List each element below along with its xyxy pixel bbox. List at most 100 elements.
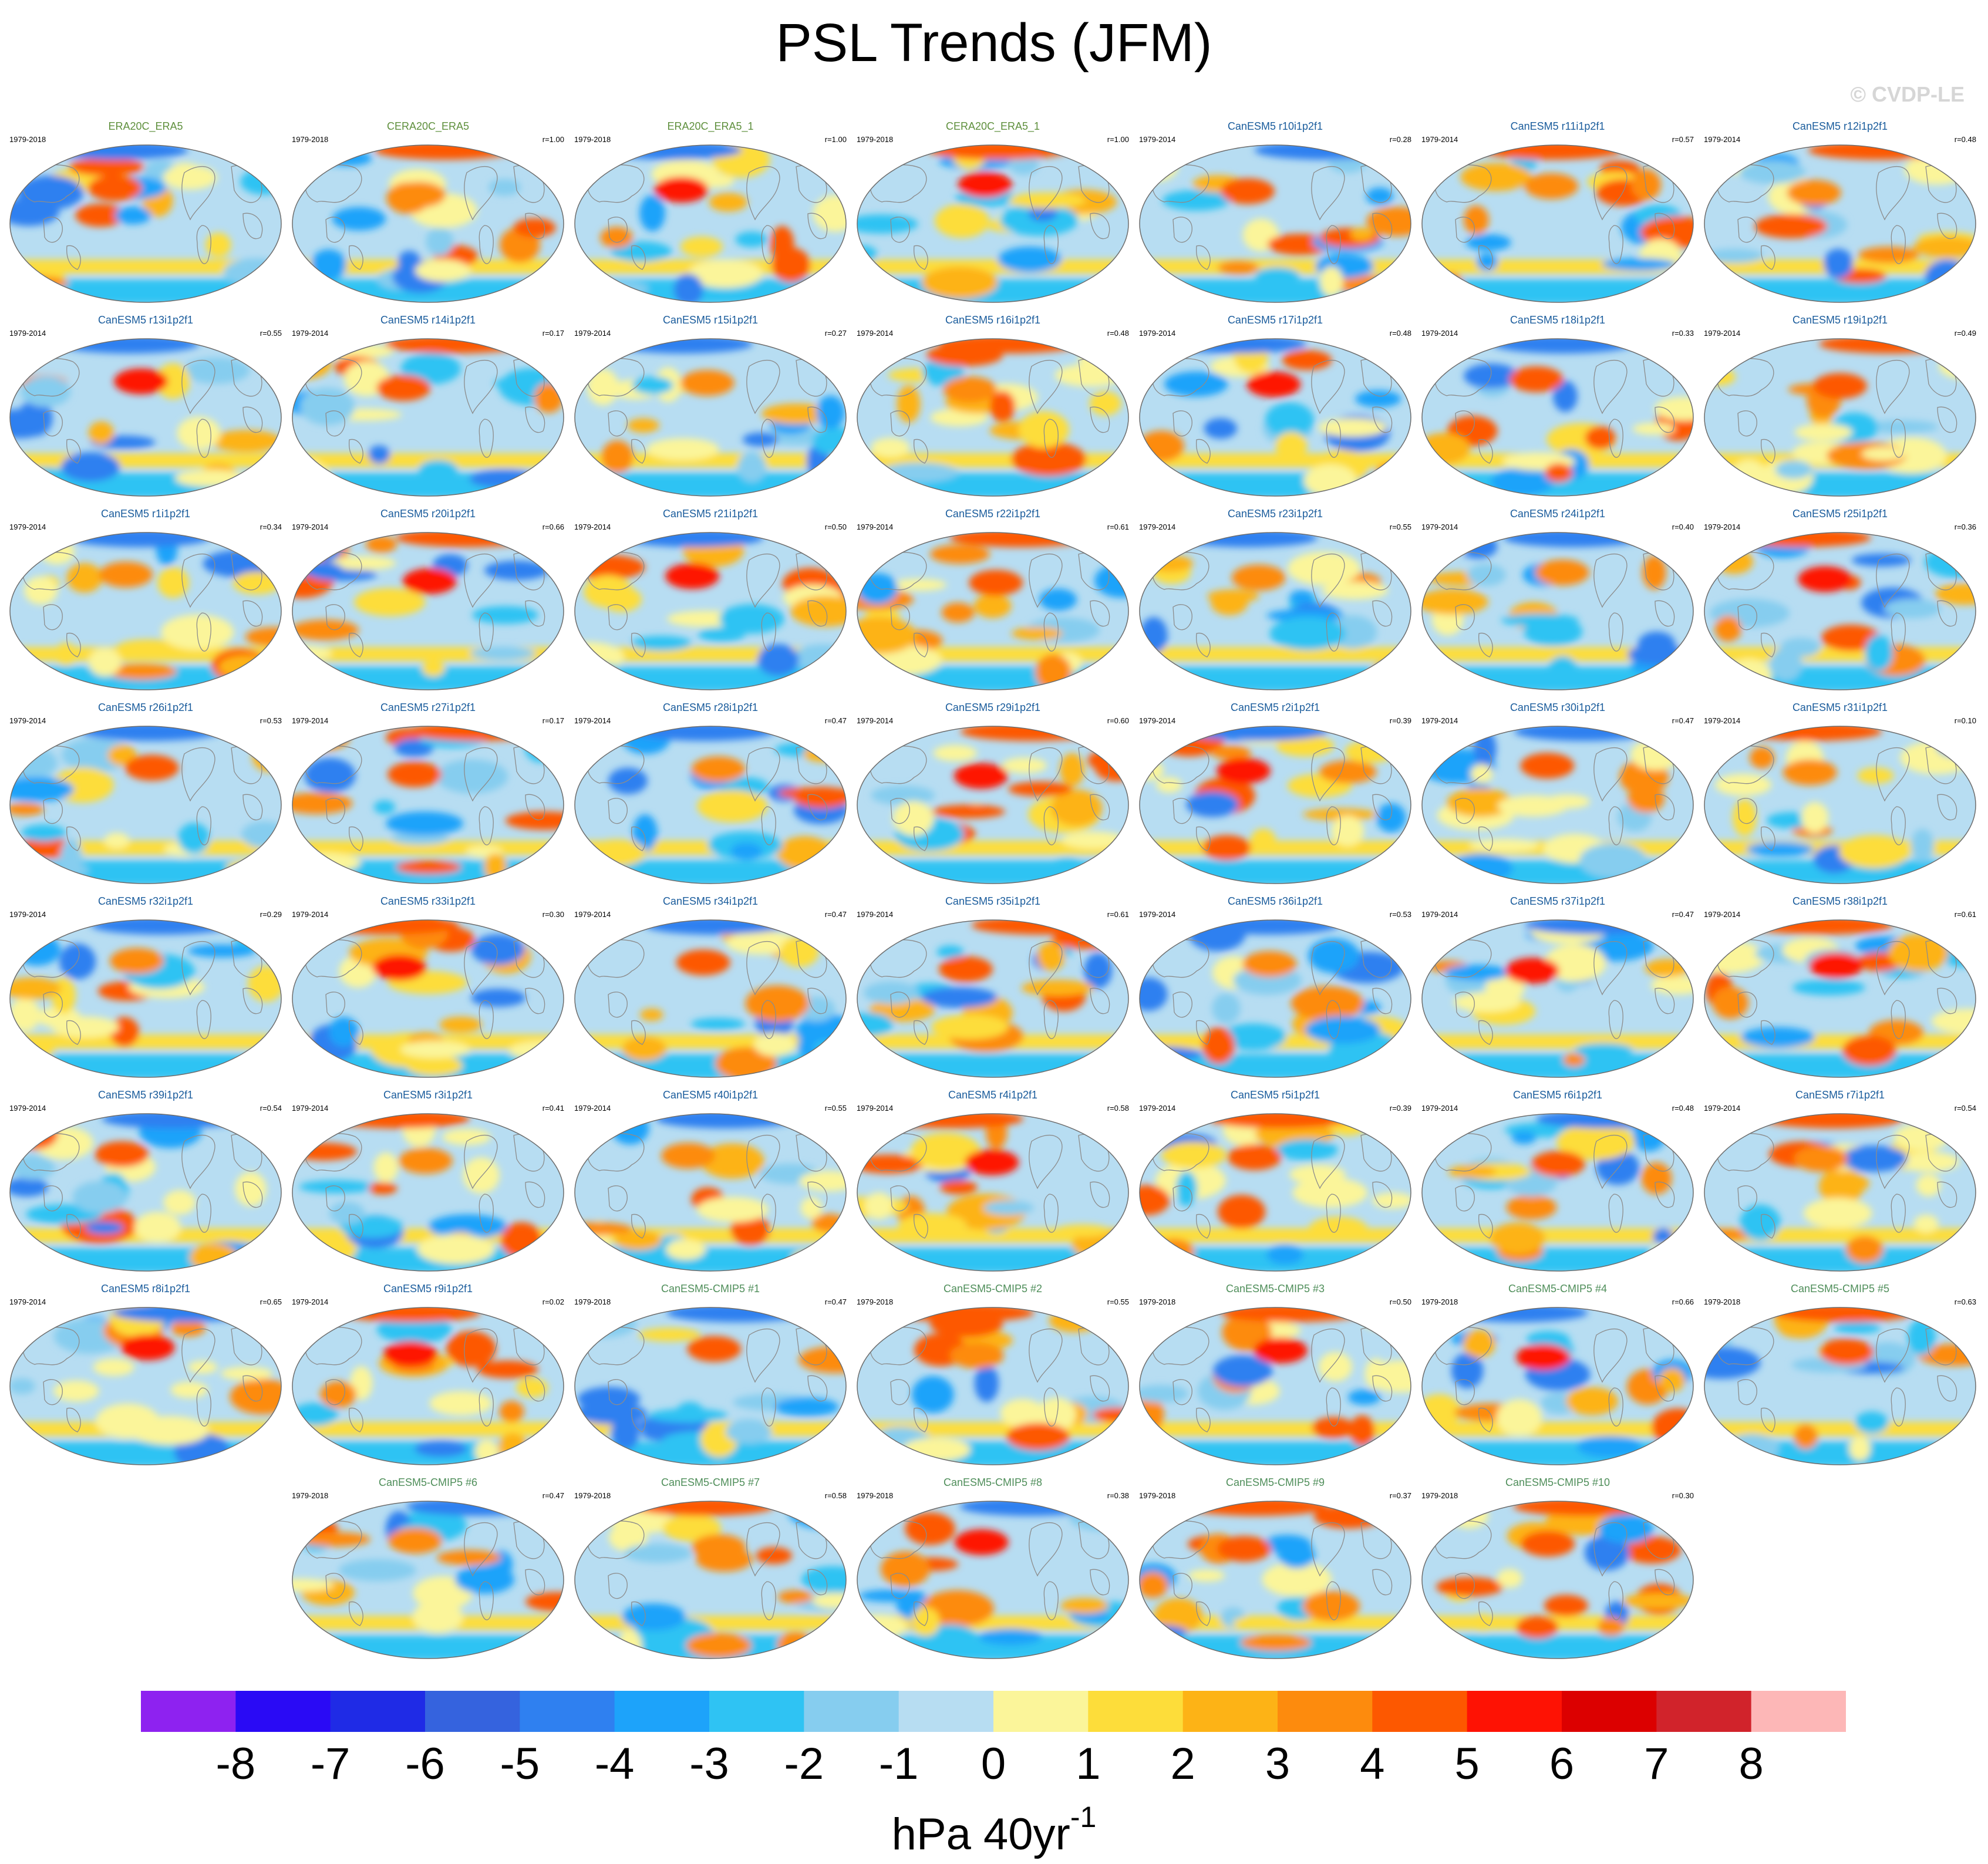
coastline	[1761, 632, 1775, 658]
trend-blob	[1463, 1330, 1495, 1358]
map-border	[292, 338, 564, 497]
trend-blob	[931, 1014, 1009, 1040]
map-border	[857, 532, 1129, 690]
coastline	[1311, 360, 1345, 414]
map-panel: CanESM5-CMIP5 #8 1979-2018 r=0.38	[855, 1474, 1130, 1660]
trend-blob	[1278, 1541, 1315, 1569]
psl-trend-map	[857, 338, 1129, 497]
trend-blob	[1598, 1617, 1625, 1636]
panel-correlation: r=0.55	[1107, 1297, 1129, 1306]
coastline	[1372, 213, 1393, 240]
coastline	[608, 992, 628, 1018]
trend-blob	[813, 195, 846, 232]
trend-blob	[1509, 366, 1564, 393]
trend-blob	[632, 814, 658, 852]
panel-title: CanESM5 r6i1p2f1	[1512, 1089, 1603, 1101]
trend-blob	[857, 1248, 1128, 1271]
panel-period: 1979-2014	[9, 1104, 46, 1113]
coastline	[181, 941, 215, 996]
coastline	[1593, 1135, 1628, 1189]
trend-blob	[1520, 753, 1575, 779]
trend-blob	[1175, 1171, 1198, 1206]
map-border	[857, 144, 1129, 303]
panel-period: 1979-2018	[574, 1491, 611, 1500]
trend-blob	[385, 339, 526, 353]
trend-blob	[17, 176, 84, 210]
trend-blob	[463, 1157, 500, 1194]
colorbar-tick: 1	[1076, 1739, 1101, 1789]
panel-correlation: r=0.48	[1107, 329, 1129, 338]
trend-blob	[1209, 1114, 1350, 1128]
trend-blob	[1331, 815, 1364, 847]
panel-correlation: r=0.29	[260, 910, 282, 919]
psl-trend-map	[574, 1501, 847, 1659]
trend-blob	[311, 249, 347, 281]
panel-period: 1979-2018	[857, 135, 894, 144]
trend-blob	[601, 440, 634, 473]
trend-blob	[891, 578, 947, 591]
coastline	[1655, 213, 1675, 240]
trend-blob	[1202, 1027, 1235, 1064]
panel-correlation: r=0.58	[1107, 1104, 1129, 1113]
map-panel: CanESM5 r11i1p2f1 1979-2014 r=0.57	[1420, 117, 1695, 304]
colorbar-tick: -4	[594, 1739, 635, 1789]
psl-trend-map	[857, 1307, 1129, 1465]
trend-blob	[1513, 1501, 1655, 1516]
panel-period: 1979-2018	[1421, 1491, 1458, 1500]
coastline	[1172, 798, 1192, 824]
panel-correlation: r=0.39	[1389, 1104, 1411, 1113]
trend-blob	[1350, 227, 1374, 241]
coastline	[1455, 1573, 1475, 1599]
coastline	[1372, 600, 1393, 627]
panel-title: CanESM5 r35i1p2f1	[945, 895, 1041, 907]
panel-title: CERA20C_ERA5	[386, 120, 470, 132]
map-border	[1704, 919, 1976, 1078]
trend-blob	[777, 1632, 814, 1658]
psl-trend-map	[1139, 144, 1411, 303]
trend-blob	[941, 602, 975, 623]
map-panel: CanESM5 r26i1p2f1 1979-2014 r=0.53	[8, 699, 283, 885]
trend-blob	[812, 1593, 846, 1609]
trend-blob	[1432, 1034, 1683, 1049]
trend-blob	[396, 860, 461, 874]
psl-trend-map	[574, 532, 847, 690]
coastline	[890, 604, 910, 631]
panel-correlation: r=0.60	[1107, 716, 1129, 725]
trend-blob	[1730, 532, 1871, 547]
coastline	[761, 806, 776, 845]
trend-blob	[1432, 1228, 1683, 1242]
coastline	[1761, 1407, 1775, 1432]
panel-title: CanESM5 r2i1p2f1	[1230, 702, 1320, 713]
panel-period: 1979-2014	[1139, 523, 1176, 531]
trend-blob	[1140, 473, 1411, 496]
panel-period: 1979-2014	[1139, 1104, 1176, 1113]
coastline	[807, 213, 828, 240]
colorbar-tick: -6	[405, 1739, 445, 1789]
trend-blob	[757, 643, 799, 676]
trend-blob	[1521, 1531, 1575, 1557]
trend-blob	[58, 339, 200, 353]
trend-field	[857, 145, 1128, 302]
panel-period: 1979-2014	[1704, 329, 1741, 338]
psl-trend-map	[9, 1307, 282, 1465]
coastline	[1196, 1214, 1211, 1239]
trend-blob	[601, 145, 742, 160]
coastline	[1196, 245, 1211, 270]
map-panel: CanESM5 r8i1p2f1 1979-2014 r=0.65	[8, 1280, 283, 1467]
map-border	[9, 919, 282, 1078]
trend-blob	[1514, 726, 1655, 741]
trend-blob	[223, 258, 281, 286]
panel-title: CanESM5 r17i1p2f1	[1227, 314, 1323, 326]
coastline	[1655, 1375, 1675, 1402]
trend-blob	[1770, 647, 1802, 681]
map-panel: CanESM5-CMIP5 #2 1979-2018 r=0.55	[855, 1280, 1130, 1467]
trend-blob	[912, 1607, 940, 1636]
coastline	[66, 245, 81, 270]
coastline	[325, 1185, 345, 1212]
panel-title: ERA20C_ERA5	[108, 120, 183, 132]
trend-blob	[383, 1341, 437, 1367]
trend-blob	[1900, 741, 1973, 774]
trend-blob	[292, 459, 329, 496]
map-border	[1704, 144, 1976, 303]
trend-blob	[499, 1401, 524, 1423]
